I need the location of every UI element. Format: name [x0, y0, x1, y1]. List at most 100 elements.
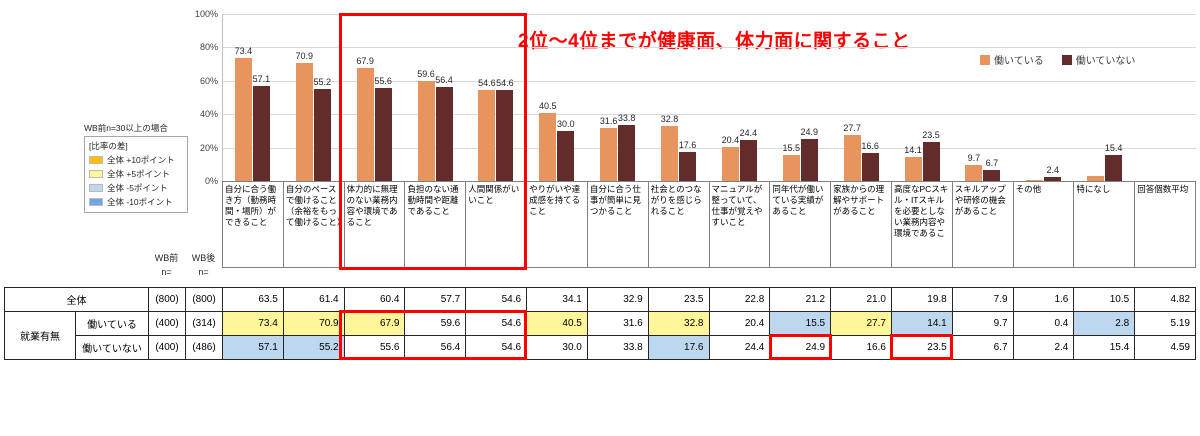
diff-swatch-icon — [89, 156, 103, 164]
value-cell: 5.19 — [1134, 311, 1196, 336]
bar-value-label: 59.6 — [417, 69, 435, 80]
bar-not-working — [922, 141, 940, 181]
bar-not-working — [313, 88, 331, 181]
bar-not-working — [252, 85, 270, 181]
bar-not-working — [861, 153, 879, 181]
diff-legend: [比率の差] 全体 +10ポイント 全体 +5ポイント 全体 -5ポイント 全体 -1… — [84, 136, 188, 213]
bar-value-label: 57.1 — [252, 73, 271, 84]
value-cell: 2.8 — [1073, 311, 1136, 336]
value-cell: 23.5 — [890, 335, 953, 360]
bar-slot: 70.9 — [296, 14, 313, 181]
category-label: 自分のペースで働けること（余裕をもって働けること） — [282, 181, 345, 268]
chart-column: 32.8 17.6 — [648, 14, 709, 181]
value-cell: 22.8 — [708, 287, 771, 312]
bar-slot: 31.6 — [600, 14, 617, 181]
bar-not-working — [1105, 155, 1123, 181]
chart-legend: 働いている 働いていない — [980, 52, 1135, 67]
value-cell: 54.6 — [465, 287, 528, 312]
wb-note: WB前n=30以上の場合 — [84, 123, 168, 133]
value-cell: 15.5 — [769, 311, 832, 336]
bar-not-working — [374, 88, 392, 181]
bar-slot: 24.4 — [740, 14, 757, 181]
y-tick-label: 40% — [199, 109, 218, 120]
bar-not-working — [496, 89, 514, 181]
value-cell: 21.2 — [769, 287, 832, 312]
diff-legend-label: 全体 +5ポイント — [107, 169, 171, 179]
n-pre-cell: (400) — [148, 335, 186, 360]
bar-not-working — [983, 169, 1001, 181]
chart-column: 15.5 24.9 — [770, 14, 831, 181]
plot-area: 73.4 57.1 70.9 55.2 67.9 55.6 59.6 56.4 54.6 54.6… — [222, 14, 1196, 181]
diff-legend-title: [比率の差] — [89, 141, 128, 151]
row-label: 働いている — [75, 311, 149, 336]
category-label: マニュアルが整っていて、仕事が覚えやすいこと — [708, 181, 771, 268]
data-table-body: 全体 (800) (800) 63.5 61.4 60.4 57.7 54.6 34.1 32.9… — [4, 287, 1196, 360]
value-cell: 63.5 — [222, 287, 284, 312]
value-cell: 4.59 — [1134, 335, 1196, 360]
bar-value-label: 56.4 — [435, 74, 453, 85]
bar-not-working — [739, 140, 757, 181]
category-label: 自分に合う仕事が簡単に見つかること — [586, 181, 649, 268]
bar-slot: 55.2 — [314, 14, 331, 181]
diff-legend-item: 全体 -5ポイント — [89, 182, 183, 194]
category-label: 人間関係がいいこと — [465, 181, 528, 268]
wb-post-label: WB後 — [191, 253, 216, 263]
group-label: 就業有無 — [4, 311, 76, 360]
bar-slot: 59.6 — [417, 14, 435, 181]
bar-value-label: 15.4 — [1104, 143, 1123, 154]
bar-value-label: 55.2 — [313, 76, 332, 87]
bar-value-label: 55.6 — [374, 76, 392, 87]
y-axis-line — [222, 14, 223, 181]
diff-legend-label: 全体 -10ポイント — [107, 197, 173, 207]
value-cell: 40.5 — [526, 311, 588, 336]
row-label: 全体 — [4, 287, 149, 312]
bar-slot: 55.6 — [374, 14, 392, 181]
diff-legend-item: 全体 -10ポイント — [89, 196, 183, 208]
bar-working — [295, 62, 313, 181]
legend-item: 働いていない — [1061, 52, 1135, 67]
chart-column: 2.4 — [1013, 14, 1074, 181]
category-label: 特になし — [1073, 181, 1136, 268]
gridline — [222, 114, 1196, 116]
bar-slot: 54.6 — [478, 14, 496, 181]
value-cell: 15.4 — [1073, 335, 1136, 360]
bar-value-label: 67.9 — [356, 55, 374, 66]
bar-value-label: 31.6 — [599, 116, 618, 127]
value-cell: 1.6 — [1012, 287, 1075, 312]
value-cell: 14.1 — [890, 311, 953, 336]
chart-column: 67.9 55.6 — [344, 14, 405, 181]
wb-pre-header: WB前 n= — [148, 252, 185, 279]
gridline — [222, 147, 1196, 149]
category-label: スキルアップや研修の機会があること — [951, 181, 1014, 268]
diff-legend-items: 全体 +10ポイント 全体 +5ポイント 全体 -5ポイント 全体 -10ポイント — [89, 154, 183, 208]
diff-swatch-icon — [89, 184, 103, 192]
value-cell: 6.7 — [951, 335, 1014, 360]
n-label: n= — [161, 266, 172, 277]
n-pre-cell: (400) — [148, 311, 186, 336]
value-cell: 30.0 — [526, 335, 588, 360]
y-tick-label: 60% — [199, 75, 218, 86]
diff-swatch-icon — [89, 170, 103, 178]
table-row: 働いていない (400) (486) 57.1 55.2 55.6 56.4 54.6 30.0… — [5, 335, 1196, 360]
bar-value-label: 70.9 — [295, 50, 314, 61]
value-cell: 19.8 — [890, 287, 953, 312]
legend-item: 働いている — [980, 52, 1044, 67]
diff-legend-label: 全体 -5ポイント — [107, 183, 168, 193]
legend-swatch-icon — [980, 54, 990, 65]
y-tick-label: 0% — [204, 176, 218, 186]
bar-not-working — [618, 124, 636, 181]
value-cell: 24.4 — [708, 335, 771, 360]
value-cell: 31.6 — [586, 311, 649, 336]
value-cell: 32.8 — [647, 311, 710, 336]
bar-slot — [1166, 14, 1183, 181]
bar-value-label: 16.6 — [861, 141, 879, 152]
legend-label: 働いている — [994, 56, 1044, 67]
bar-slot: 24.9 — [801, 14, 818, 181]
bar-slot: 40.5 — [539, 14, 557, 181]
bar-value-label: 54.6 — [478, 77, 496, 88]
value-cell: 57.1 — [222, 335, 284, 360]
bar-working — [1026, 180, 1044, 181]
bar-working — [1087, 176, 1105, 181]
diff-legend-label: 全体 +10ポイント — [107, 155, 175, 165]
bar-slot: 2.4 — [1044, 14, 1062, 181]
